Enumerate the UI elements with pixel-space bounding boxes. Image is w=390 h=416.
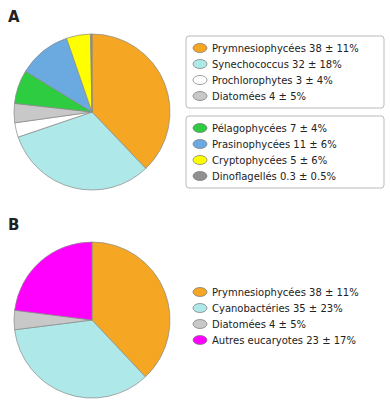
legend-swatch — [193, 92, 207, 101]
legend-swatch — [193, 76, 207, 85]
legend-label: Diatomées 4 ± 5% — [212, 91, 306, 102]
figure: A Prymnesiophycées 38 ± 11% Synechococcus … — [0, 0, 390, 416]
chart-title: B — [8, 216, 19, 234]
legend-swatch — [193, 172, 207, 181]
legend-label: Synechococcus 32 ± 18% — [212, 59, 342, 70]
legend-label: Prymnesiophycées 38 ± 11% — [212, 287, 359, 298]
legend-swatch — [193, 60, 207, 69]
pie-slice — [67, 34, 92, 112]
legend-label: Prochlorophytes 3 ± 4% — [212, 75, 333, 86]
legend-swatch — [193, 336, 207, 345]
legend-label: Autres eucaryotes 23 ± 17% — [212, 335, 356, 346]
legend-swatch — [193, 288, 207, 297]
legend-swatch — [193, 156, 207, 165]
legend: Prymnesiophycées 38 ± 11% Cyanobactéries … — [193, 287, 359, 346]
legend-label: Prymnesiophycées 38 ± 11% — [212, 43, 359, 54]
legend-label: Cyanobactéries 35 ± 23% — [212, 303, 343, 314]
legend-label: Cryptophycées 5 ± 6% — [212, 155, 327, 166]
legend-swatch — [193, 140, 207, 149]
pie-slice — [15, 242, 92, 320]
legend: Prymnesiophycées 38 ± 11% Synechococcus 3… — [186, 36, 384, 188]
legend-swatch — [193, 44, 207, 53]
legend-label: Pélagophycées 7 ± 4% — [212, 123, 327, 134]
legend-swatch — [193, 124, 207, 133]
legend-label: Prasinophycées 11 ± 6% — [212, 139, 337, 150]
legend-label: Diatomées 4 ± 5% — [212, 319, 306, 330]
pie-chart: A Prymnesiophycées 38 ± 11% Synechococcus … — [8, 8, 384, 190]
pie-slice — [15, 320, 146, 398]
chart-title: A — [8, 8, 20, 26]
legend-box — [186, 36, 384, 108]
legend-label: Dinoflagellés 0.3 ± 0.5% — [212, 171, 336, 182]
pie-chart: B Prymnesiophycées 38 ± 11% Cyanobactéries… — [8, 216, 359, 398]
legend-box — [186, 116, 384, 188]
pie-slice — [91, 34, 92, 112]
slices — [14, 242, 170, 398]
legend-swatch — [193, 320, 207, 329]
slices — [14, 34, 170, 190]
legend-swatch — [193, 304, 207, 313]
